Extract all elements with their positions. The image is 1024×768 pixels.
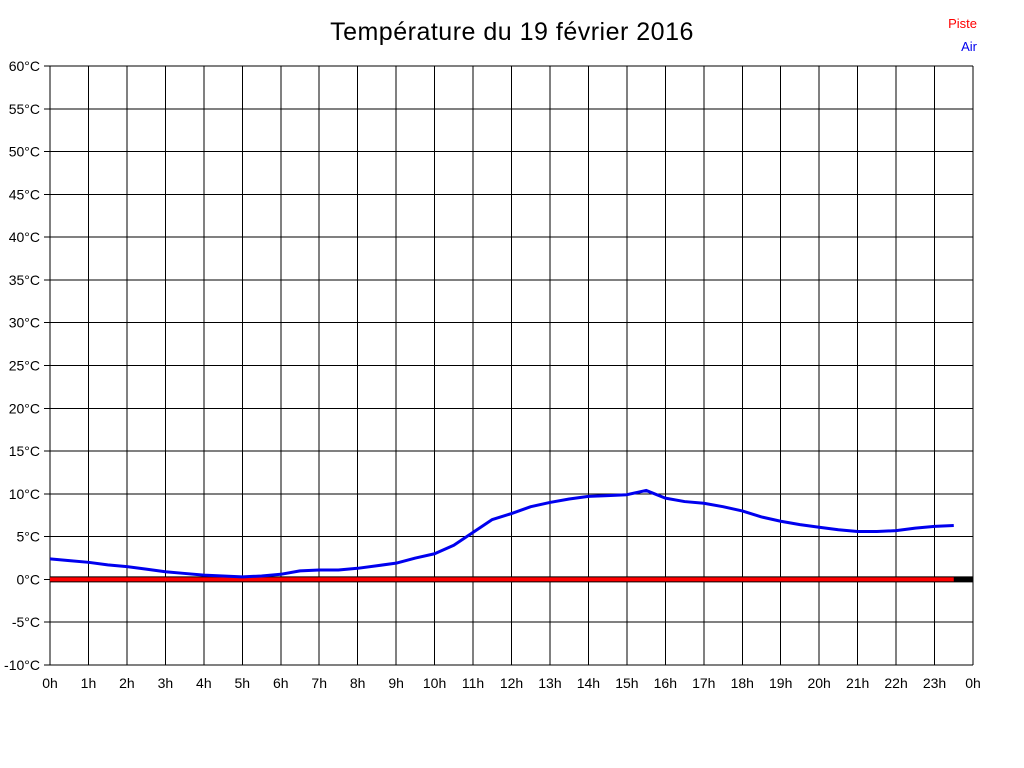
y-tick-label: -5°C <box>12 614 40 630</box>
x-tick-label: 22h <box>884 675 907 691</box>
x-tick-label: 0h <box>42 675 58 691</box>
legend-air-label: Air <box>961 39 977 54</box>
x-tick-label: 1h <box>81 675 97 691</box>
y-tick-label: 20°C <box>9 400 40 416</box>
x-tick-label: 21h <box>846 675 869 691</box>
x-tick-label: 5h <box>235 675 251 691</box>
x-tick-label: 7h <box>311 675 327 691</box>
x-tick-label: 16h <box>654 675 677 691</box>
y-tick-label: 15°C <box>9 443 40 459</box>
y-tick-label: 10°C <box>9 486 40 502</box>
x-tick-label: 18h <box>731 675 754 691</box>
legend-item-piste: Piste <box>948 12 977 35</box>
legend-item-air: Air <box>948 35 977 58</box>
y-tick-label: 5°C <box>17 529 41 545</box>
x-tick-label: 0h <box>965 675 981 691</box>
y-tick-label: -10°C <box>4 657 40 673</box>
chart-legend: Piste Air <box>948 12 977 58</box>
y-tick-label: 25°C <box>9 358 40 374</box>
x-tick-label: 11h <box>462 675 484 691</box>
x-tick-label: 19h <box>769 675 792 691</box>
x-tick-label: 6h <box>273 675 289 691</box>
y-tick-label: 60°C <box>9 58 40 74</box>
y-tick-label: 45°C <box>9 186 40 202</box>
x-tick-label: 23h <box>923 675 946 691</box>
legend-piste-label: Piste <box>948 16 977 31</box>
series-line-air <box>49 488 954 579</box>
x-tick-label: 2h <box>119 675 135 691</box>
x-tick-label: 10h <box>423 675 446 691</box>
x-tick-label: 13h <box>538 675 561 691</box>
x-tick-label: 4h <box>196 675 212 691</box>
y-tick-label: 35°C <box>9 272 40 288</box>
x-tick-label: 14h <box>577 675 600 691</box>
y-tick-label: 50°C <box>9 144 40 160</box>
x-tick-label: 3h <box>158 675 174 691</box>
chart-title: Température du 19 février 2016 <box>330 18 694 46</box>
y-tick-label: 30°C <box>9 315 40 331</box>
x-tick-label: 20h <box>807 675 830 691</box>
x-tick-label: 8h <box>350 675 366 691</box>
x-tick-label: 9h <box>388 675 404 691</box>
x-tick-label: 17h <box>692 675 715 691</box>
y-tick-label: 0°C <box>17 571 41 587</box>
y-tick-label: 40°C <box>9 229 40 245</box>
y-tick-label: 55°C <box>9 101 40 117</box>
x-tick-label: 15h <box>615 675 638 691</box>
x-tick-label: 12h <box>500 675 523 691</box>
